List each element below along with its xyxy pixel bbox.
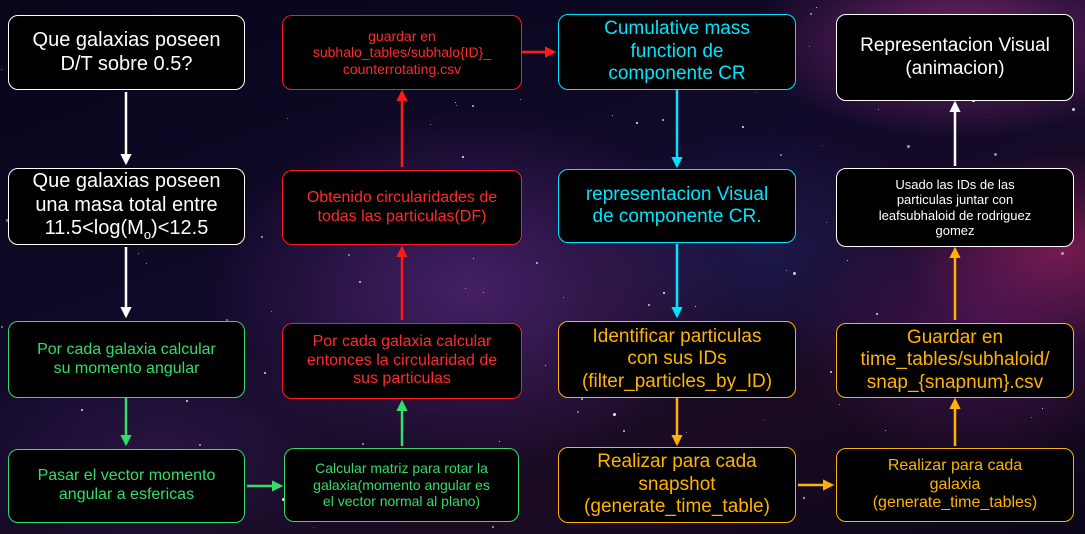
- star: [786, 270, 787, 271]
- star: [492, 526, 494, 528]
- star: [462, 156, 464, 158]
- star: [612, 115, 613, 116]
- star: [577, 411, 579, 413]
- star: [1042, 408, 1043, 409]
- star: [764, 419, 765, 420]
- node-visual-animation: Representacion Visual (animacion): [836, 14, 1074, 101]
- star: [878, 109, 879, 110]
- star: [847, 260, 848, 261]
- star: [822, 145, 823, 146]
- star: [348, 254, 350, 256]
- star: [362, 443, 364, 445]
- star: [483, 292, 484, 293]
- star: [520, 99, 521, 100]
- node-identify-particles: Identificar particulas con sus IDs (filt…: [558, 321, 796, 398]
- star: [261, 236, 263, 238]
- mass-text-subscript: o: [143, 227, 152, 243]
- star: [456, 105, 457, 106]
- star: [695, 306, 696, 307]
- star: [876, 313, 878, 315]
- node-each-snapshot: Realizar para cada snapshot (generate_ti…: [558, 447, 796, 523]
- star: [536, 262, 538, 264]
- node-circularity-calc: Por cada galaxia calcular entonces la ci…: [282, 323, 522, 399]
- star: [264, 372, 266, 374]
- star: [810, 13, 812, 15]
- star: [430, 124, 431, 125]
- node-dt-question: Que galaxias poseen D/T sobre 0.5?: [8, 15, 245, 90]
- star: [613, 413, 616, 416]
- star: [138, 253, 139, 254]
- star: [81, 409, 83, 411]
- node-rotation-matrix: Calcular matriz para rotar la galaxia(mo…: [284, 448, 519, 522]
- star: [186, 400, 188, 402]
- star: [663, 292, 665, 294]
- star: [465, 288, 466, 289]
- node-mass-question: Que galaxias poseen una masa total entre…: [8, 168, 245, 245]
- star: [581, 398, 583, 400]
- star: [1061, 252, 1064, 255]
- star: [226, 319, 228, 321]
- node-circularities-obtained: Obtenido circularidades de todas las par…: [282, 170, 522, 245]
- star: [885, 430, 886, 431]
- star: [809, 46, 810, 47]
- star: [473, 258, 474, 259]
- star: [199, 444, 201, 446]
- star: [455, 102, 456, 103]
- star: [472, 105, 474, 107]
- node-ids-leafsubhalo: Usado las IDs de las particulas juntar c…: [836, 168, 1074, 247]
- star: [662, 119, 664, 121]
- node-save-time-tables: Guardar en time_tables/subhaloid/ snap_{…: [836, 323, 1074, 398]
- node-spherical: Pasar el vector momento angular a esferi…: [8, 449, 245, 523]
- node-mass-text: Que galaxias poseen una masa total entre…: [33, 170, 221, 243]
- star: [907, 145, 910, 148]
- star: [839, 404, 840, 405]
- star: [563, 297, 564, 298]
- star: [994, 153, 997, 156]
- star: [271, 311, 272, 312]
- star: [803, 497, 805, 499]
- star: [742, 126, 744, 128]
- star: [780, 154, 782, 156]
- node-cumulative-mass-function: Cumulative mass function de componente C…: [558, 14, 796, 90]
- star: [623, 430, 625, 432]
- star: [1, 69, 2, 70]
- star: [146, 263, 147, 264]
- mass-text-end: )<12.5: [151, 217, 209, 240]
- node-angular-momentum: Por cada galaxia calcular su momento ang…: [8, 321, 245, 398]
- star: [1, 326, 3, 328]
- star: [793, 272, 796, 275]
- node-save-counterrotating: guardar en subhalo_tables/subhalo{ID}_ c…: [282, 15, 522, 90]
- star: [545, 365, 546, 366]
- node-visual-cr: representacion Visual de componente CR.: [558, 169, 796, 243]
- mass-text-main: Que galaxias poseen una masa total entre…: [32, 170, 221, 240]
- star: [313, 527, 314, 528]
- node-each-galaxy: Realizar para cada galaxia (generate_tim…: [836, 448, 1074, 522]
- star: [1031, 417, 1032, 418]
- star: [6, 219, 9, 222]
- star: [816, 7, 817, 8]
- star: [826, 222, 827, 223]
- star: [636, 122, 638, 124]
- star: [1072, 108, 1075, 111]
- star: [686, 432, 687, 433]
- star: [830, 371, 832, 373]
- star: [755, 92, 756, 93]
- star: [499, 441, 500, 442]
- star: [359, 281, 361, 283]
- star: [287, 118, 288, 119]
- star: [648, 304, 650, 306]
- star: [282, 498, 285, 501]
